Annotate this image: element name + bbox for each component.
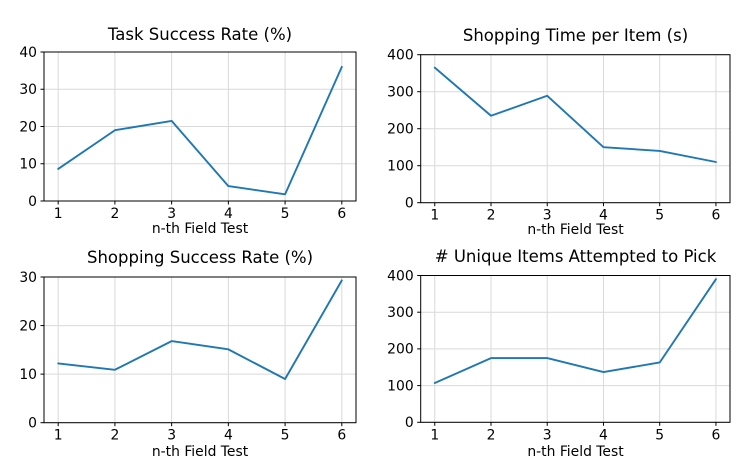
y-tick-label: 0 — [405, 196, 414, 212]
x-tick-label: 4 — [224, 206, 233, 222]
x-tick-label: 1 — [54, 206, 63, 222]
y-tick-label: 0 — [28, 194, 37, 210]
subplot-3: 1 2 3 4 5 6 0 10 20 30 — [19, 270, 357, 444]
subplot-2-xlabel: n-th Field Test — [527, 222, 624, 238]
y-tick-label: 0 — [28, 416, 37, 432]
x-tick-label: 6 — [337, 206, 346, 222]
x-tick-label: 5 — [281, 206, 290, 222]
subplot-3-title: Shopping Success Rate (%) — [86, 248, 314, 267]
y-tick-label: 40 — [19, 45, 37, 61]
x-tick-label: 4 — [224, 428, 233, 444]
y-tick-label: 20 — [19, 318, 37, 334]
y-tick-label: 30 — [19, 270, 37, 286]
axes-border — [43, 276, 357, 424]
y-tick-label: 100 — [387, 378, 414, 394]
y-tick-label: 300 — [387, 85, 414, 101]
subplot-2-title: Shopping Time per Item (s) — [462, 26, 689, 45]
x-tick-label: 3 — [167, 428, 176, 444]
subplot-1: 1 2 3 4 5 6 0 10 20 30 40 — [19, 45, 357, 222]
subplot-4-xlabel: n-th Field Test — [527, 444, 624, 460]
data-line — [433, 278, 717, 384]
subplot-3-xlabel: n-th Field Test — [151, 444, 249, 460]
x-tick-label: 3 — [543, 427, 552, 443]
subplot-4: 1 2 3 4 5 6 0 100 200 300 400 — [387, 268, 731, 443]
y-tick-label: 200 — [387, 342, 414, 358]
y-tick-label: 300 — [387, 305, 414, 321]
x-tick-label: 5 — [281, 428, 290, 444]
subplot-2: 1 2 3 4 5 6 0 100 200 300 400 — [387, 48, 731, 224]
x-tick-label: 4 — [599, 427, 608, 443]
x-tick-label: 1 — [54, 428, 63, 444]
y-tick-label: 100 — [387, 159, 414, 175]
x-tick-label: 2 — [110, 428, 119, 444]
x-tick-label: 6 — [337, 428, 346, 444]
x-tick-label: 4 — [599, 208, 608, 224]
y-tick-label: 400 — [387, 48, 414, 64]
x-tick-label: 2 — [487, 427, 496, 443]
data-line — [433, 66, 717, 163]
y-tick-label: 30 — [19, 82, 37, 98]
y-tick-label: 0 — [405, 415, 414, 431]
x-tick-label: 5 — [655, 427, 664, 443]
y-tick-label: 10 — [19, 157, 37, 173]
y-tick-label: 20 — [19, 119, 37, 135]
y-tick-label: 200 — [387, 122, 414, 138]
data-line — [57, 65, 343, 196]
subplot-1-xlabel: n-th Field Test — [151, 221, 249, 237]
x-tick-label: 6 — [712, 427, 721, 443]
x-tick-label: 2 — [110, 206, 119, 222]
y-tick-label: 400 — [387, 268, 414, 284]
x-tick-label: 3 — [543, 208, 552, 224]
subplot-4-title: # Unique Items Attempted to Pick — [434, 247, 717, 266]
subplot-1-title: Task Success Rate (%) — [107, 25, 293, 44]
x-tick-label: 2 — [487, 208, 496, 224]
x-tick-label: 1 — [430, 208, 439, 224]
x-tick-label: 3 — [167, 206, 176, 222]
y-tick-label: 10 — [19, 367, 37, 383]
x-tick-label: 5 — [655, 208, 664, 224]
x-tick-label: 6 — [712, 208, 721, 224]
data-line — [57, 279, 343, 380]
x-tick-label: 1 — [430, 427, 439, 443]
